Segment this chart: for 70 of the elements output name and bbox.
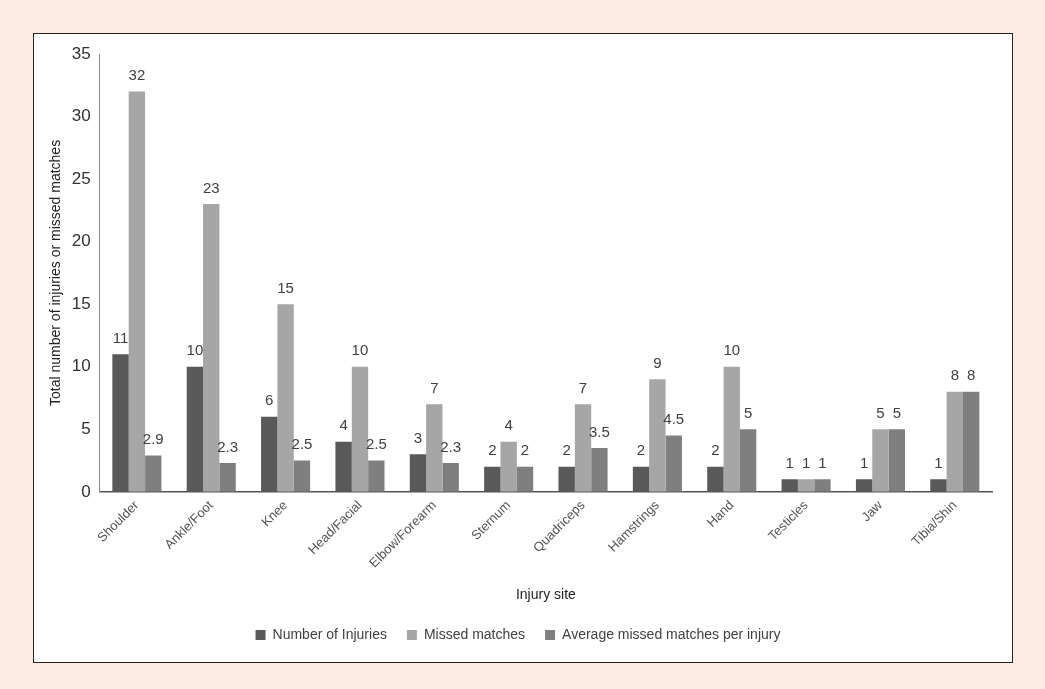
data-label: 32	[128, 66, 146, 84]
legend-label: Missed matches	[423, 625, 526, 642]
y-tick-label: 0	[81, 481, 91, 501]
data-label: 5	[876, 403, 885, 421]
y-tick-label: 30	[71, 106, 91, 126]
data-label: 1	[785, 453, 794, 471]
data-label: 3	[413, 428, 423, 446]
data-label: 2	[711, 441, 720, 459]
bar	[277, 304, 294, 492]
bar	[442, 463, 459, 492]
data-label: 3.5	[588, 422, 610, 440]
bar	[203, 204, 220, 492]
y-tick-label: 35	[71, 43, 91, 63]
bar	[946, 391, 963, 492]
bar	[293, 460, 311, 492]
bar	[426, 404, 443, 492]
bar	[963, 391, 980, 492]
data-label: 8	[967, 366, 976, 384]
y-tick-label: 5	[81, 418, 91, 438]
data-label: 9	[653, 353, 662, 371]
bar	[888, 429, 905, 492]
data-label: 10	[723, 341, 741, 359]
data-label: 23	[202, 178, 220, 196]
data-label: 5	[743, 403, 753, 421]
bar	[665, 435, 682, 492]
y-tick-label: 25	[71, 168, 91, 188]
data-label: 2.3	[217, 437, 239, 455]
data-label: 2.3	[440, 437, 462, 455]
bar	[872, 429, 889, 492]
x-tick-label: Jaw	[858, 496, 886, 525]
bar	[219, 463, 236, 492]
bar	[591, 448, 608, 492]
data-label: 2.5	[365, 435, 387, 453]
data-label: 11	[112, 328, 129, 346]
legend-label: Number of Injuries	[272, 625, 387, 642]
data-label: 4	[504, 416, 513, 434]
data-label: 2	[562, 441, 571, 459]
data-label: 6	[265, 391, 274, 409]
data-label: 4	[339, 416, 348, 434]
data-label: 15	[277, 278, 294, 296]
x-axis-title: Injury site	[515, 586, 577, 603]
bar	[516, 466, 534, 492]
y-tick-label: 10	[71, 356, 91, 376]
data-label: 4.5	[663, 410, 685, 428]
bar	[739, 429, 757, 492]
data-label: 8	[950, 366, 959, 384]
data-label: 2	[636, 441, 646, 459]
data-label: 7	[430, 378, 439, 396]
y-axis-title: Total number of injuries or missed matches	[47, 139, 64, 406]
data-label: 1	[934, 453, 943, 471]
bar	[797, 479, 815, 492]
data-label: 2.5	[291, 435, 313, 453]
bar	[145, 455, 162, 492]
data-label: 1	[859, 453, 869, 471]
y-tick-label: 15	[71, 293, 91, 313]
bar	[723, 366, 740, 492]
data-label: 10	[186, 341, 204, 359]
data-label: 1	[801, 453, 811, 471]
data-label: 1	[818, 453, 827, 471]
data-label: 7	[578, 378, 588, 396]
bar	[500, 441, 517, 492]
bar	[368, 460, 385, 492]
data-label: 2	[488, 441, 497, 459]
data-label: 5	[892, 403, 901, 421]
bar	[814, 479, 831, 492]
data-label: 10	[351, 341, 369, 359]
data-label: 2	[520, 441, 530, 459]
data-label: 2.9	[142, 430, 164, 448]
y-tick-label: 20	[71, 231, 91, 251]
legend-label: Average missed matches per injury	[562, 625, 781, 642]
